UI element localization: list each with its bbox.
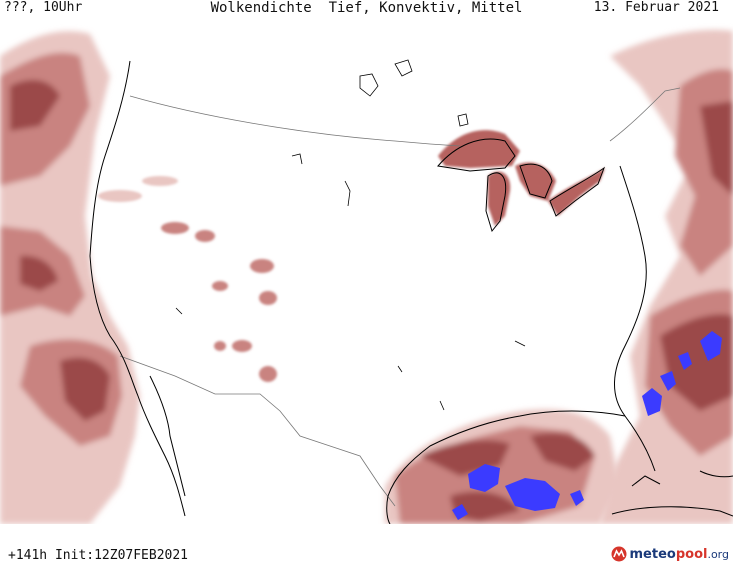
small-lakes bbox=[175, 59, 526, 411]
coastlines bbox=[89, 60, 733, 524]
atlantic-cloud-band bbox=[600, 29, 733, 524]
interior-cloud-patches bbox=[98, 176, 277, 382]
meteopool-logo-icon bbox=[611, 546, 626, 562]
forecast-date: 13. Februar 2021 bbox=[593, 0, 719, 15]
cloud-density-map bbox=[0, 29, 733, 524]
model-run-info: +141h Init:12Z07FEB2021 bbox=[8, 548, 189, 563]
footer-bar: +141h Init:12Z07FEB2021 meteopool.org bbox=[0, 524, 733, 566]
meteopool-logo[interactable]: meteopool.org bbox=[611, 546, 730, 562]
forecast-time-label: ???, 10Uhr bbox=[4, 0, 83, 15]
great-lakes-cloud bbox=[438, 130, 605, 226]
pacific-cloud-band bbox=[0, 31, 140, 524]
meteopool-wordmark: meteopool.org bbox=[629, 546, 730, 562]
convective-areas bbox=[452, 331, 722, 520]
country-borders bbox=[119, 87, 681, 507]
map-title: Wolkendichte Tief, Konvektiv, Mittel bbox=[210, 0, 523, 16]
gulf-cloud-band bbox=[385, 409, 620, 524]
